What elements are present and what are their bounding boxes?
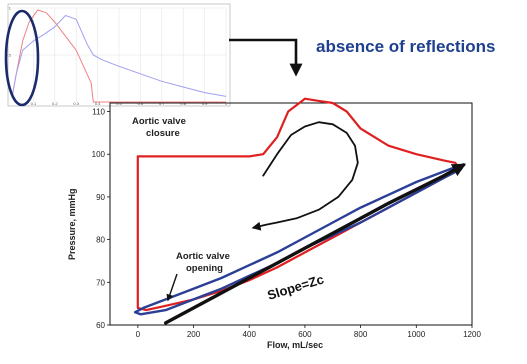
main-chart: 0 200 400 600 800 1000 1200 60 70 80 90 100 110 Flow… — [67, 97, 482, 350]
black-direction-arrow — [251, 121, 359, 231]
slope-label: Slope=Zc — [265, 272, 325, 303]
x-tick-label: 200 — [187, 330, 201, 339]
x-axis-label: Flow, mL/sec — [267, 340, 323, 350]
y-tick-label: 110 — [92, 108, 105, 117]
x-tick-label: 400 — [243, 330, 257, 339]
inset-series-group — [11, 9, 227, 103]
annotation-opening-line1: Aortic valve — [176, 251, 230, 262]
plot-frame — [109, 102, 473, 326]
main-series-group — [133, 97, 466, 325]
y-tick-label: 90 — [96, 193, 105, 202]
x-tick-label: 800 — [354, 330, 368, 339]
x-tick-label: 1200 — [463, 330, 481, 339]
y-axis-label: Pressure, mmHg — [67, 188, 77, 260]
x-tick-label: 0 — [136, 330, 141, 339]
annotation-closure-line2: closure — [146, 128, 180, 139]
inset-x-tick-label: 0.4 — [95, 101, 101, 106]
slope-zc-arrow — [163, 163, 466, 325]
x-tick-label: 600 — [298, 330, 312, 339]
y-tick-label: 70 — [96, 278, 105, 287]
red-pressure-flow-loop — [136, 97, 460, 312]
connector-arrow — [229, 38, 303, 77]
inset-red-curve — [11, 9, 226, 103]
highlight-ellipse — [4, 9, 40, 107]
y-tick-label: 100 — [92, 150, 106, 159]
inset-x-tick-label: 0.2 — [52, 101, 58, 106]
inset-blue-curve — [11, 15, 227, 98]
annotation-closure-line1: Aortic valve — [132, 116, 186, 127]
x-tick-label: 1000 — [407, 330, 425, 339]
y-tick-label: 60 — [96, 321, 105, 330]
inset-x-tick-label: 0.1 — [31, 101, 37, 106]
inset-y-tick-label: 1 — [9, 6, 12, 11]
opening-pointer-arrow — [166, 273, 178, 302]
inset-y-tick-label: 0.5 — [5, 53, 11, 58]
inset-chart: 0.1 0.2 0.3 0.4 0.5 0.6 0.7 0.8 0.9 10.51 — [4, 3, 231, 107]
annotation-opening-line2: opening — [186, 263, 223, 274]
main-tick-labels: 0 200 400 600 800 1000 1200 60 70 80 90 100 110 — [92, 108, 482, 339]
slide-heading: absence of reflections — [316, 37, 496, 56]
inset-x-tick-label: 0.3 — [73, 101, 79, 106]
inset-grid — [12, 7, 227, 102]
y-tick-label: 80 — [96, 236, 105, 245]
